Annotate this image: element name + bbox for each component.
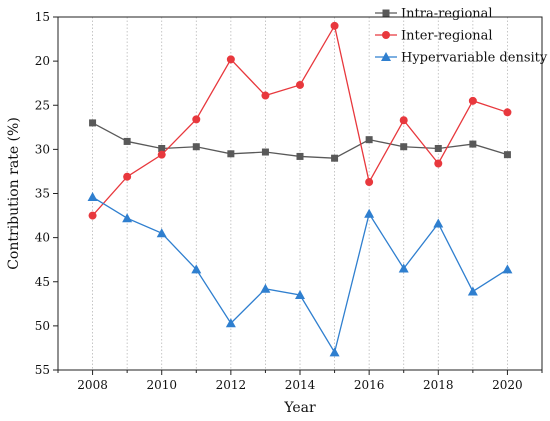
series-intra-regional <box>89 119 511 162</box>
legend-label-intra-regional: Intra-regional <box>401 7 493 22</box>
data-point-hypervariable-density-2017 <box>398 263 409 273</box>
data-point-hypervariable-density-2015 <box>329 347 340 357</box>
data-point-intra-regional-2017 <box>400 143 408 151</box>
data-point-intra-regional-2010 <box>158 144 166 152</box>
y-axis-title: Contribution rate (%) <box>6 117 22 270</box>
data-point-intra-regional-2012 <box>227 150 235 158</box>
data-point-hypervariable-density-2012 <box>225 318 236 328</box>
data-point-intra-regional-2014 <box>296 152 304 160</box>
legend-marker-intra-regional <box>382 9 390 17</box>
data-point-intra-regional-2011 <box>192 143 200 151</box>
legend-label-hypervariable-density: Hypervariable density <box>401 51 548 66</box>
y-tick-label-50: 50 <box>35 319 50 333</box>
x-tick-label-2020: 2020 <box>492 378 523 392</box>
data-point-inter-regional-2019 <box>468 96 477 105</box>
series-layer <box>87 21 513 357</box>
series-inter-regional <box>88 21 512 220</box>
data-point-inter-regional-2015 <box>330 21 339 30</box>
y-ticks: 15 20 25 30 35 40 45 50 55 <box>35 10 58 377</box>
legend-marker-inter-regional <box>382 31 390 39</box>
y-tick-label-30: 30 <box>35 142 50 156</box>
data-point-inter-regional-2020 <box>503 108 512 117</box>
x-tick-label-2014: 2014 <box>285 378 316 392</box>
series-hypervariable-density <box>87 192 513 357</box>
data-point-inter-regional-2012 <box>226 55 235 64</box>
legend-marker-hypervariable-density <box>381 52 391 61</box>
x-axis-title: Year <box>283 400 316 416</box>
data-point-inter-regional-2017 <box>399 116 408 125</box>
data-point-hypervariable-density-2008 <box>87 192 98 202</box>
data-point-hypervariable-density-2016 <box>364 208 375 218</box>
y-tick-label-25: 25 <box>35 98 50 112</box>
data-point-inter-regional-2016 <box>365 178 374 187</box>
data-point-inter-regional-2013 <box>261 91 270 100</box>
y-tick-label-45: 45 <box>35 275 50 289</box>
x-tick-label-2008: 2008 <box>77 378 108 392</box>
data-point-inter-regional-2014 <box>296 80 304 89</box>
x-tick-label-2012: 2012 <box>216 378 247 392</box>
vertical-guides <box>92 17 508 370</box>
data-point-hypervariable-density-2011 <box>191 264 202 274</box>
legend-item-intra-regional: Intra-regional <box>375 7 493 22</box>
data-point-hypervariable-density-2010 <box>156 228 167 238</box>
y-tick-label-15: 15 <box>35 10 50 24</box>
data-point-hypervariable-density-2018 <box>433 218 444 228</box>
data-point-intra-regional-2020 <box>503 151 511 159</box>
legend: Intra-regional Inter-regional Hypervariabl… <box>375 7 548 66</box>
data-point-hypervariable-density-2009 <box>122 213 133 223</box>
data-point-intra-regional-2016 <box>365 136 373 144</box>
x-tick-label-2018: 2018 <box>423 378 454 392</box>
x-tick-label-2010: 2010 <box>146 378 177 392</box>
x-tick-label-2016: 2016 <box>354 378 385 392</box>
data-point-inter-regional-2009 <box>123 172 132 181</box>
y-tick-label-40: 40 <box>35 231 50 245</box>
y-tick-label-35: 35 <box>35 187 50 201</box>
axes: 2008 2010 2012 2014 2016 2018 2020 15 20 25 30 35 4… <box>35 10 543 392</box>
legend-item-hypervariable-density: Hypervariable density <box>375 51 548 66</box>
data-point-inter-regional-2018 <box>434 159 443 168</box>
x-ticks: 2008 2010 2012 2014 2016 2018 2020 <box>57 370 543 392</box>
data-point-inter-regional-2010 <box>157 150 166 159</box>
data-point-intra-regional-2009 <box>123 137 131 145</box>
data-point-intra-regional-2019 <box>469 140 477 148</box>
data-point-hypervariable-density-2020 <box>502 264 513 274</box>
data-point-hypervariable-density-2014 <box>295 289 305 299</box>
data-point-intra-regional-2018 <box>434 144 442 152</box>
legend-item-inter-regional: Inter-regional <box>375 29 493 44</box>
y-tick-label-20: 20 <box>35 54 50 68</box>
data-point-intra-regional-2013 <box>261 148 269 156</box>
data-point-inter-regional-2011 <box>192 115 201 124</box>
legend-label-inter-regional: Inter-regional <box>401 29 493 44</box>
data-point-intra-regional-2015 <box>331 154 339 162</box>
data-point-intra-regional-2008 <box>89 119 97 127</box>
y-tick-label-55: 55 <box>35 363 50 377</box>
data-point-inter-regional-2008 <box>88 211 97 220</box>
data-point-hypervariable-density-2019 <box>467 286 478 296</box>
data-point-hypervariable-density-2013 <box>260 283 271 293</box>
